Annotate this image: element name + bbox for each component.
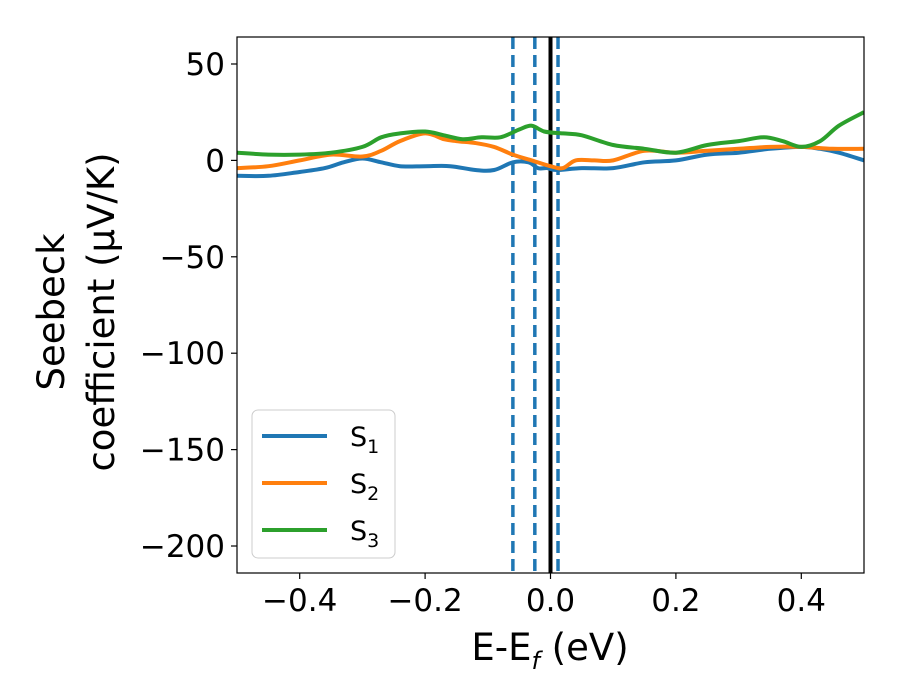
y-axis-label-line2: coefficient (μV/K) xyxy=(80,152,123,471)
y-axis: 50 0 −50 −100 −150 −200 xyxy=(140,47,237,565)
x-axis: −0.4 −0.2 0.0 0.2 0.4 xyxy=(262,573,826,619)
x-tick-label: 0.2 xyxy=(651,583,700,619)
legend-label-s3: S3 xyxy=(350,516,379,552)
series-line-s2 xyxy=(237,131,864,171)
reference-lines xyxy=(511,37,560,573)
x-tick-label: 0.0 xyxy=(526,583,575,619)
legend-label-s2: S2 xyxy=(350,469,379,505)
series-line-s3 xyxy=(237,110,864,157)
x-tick-label: 0.4 xyxy=(777,583,826,619)
y-tick-label: 50 xyxy=(186,47,225,83)
y-tick-label: 0 xyxy=(205,143,225,179)
x-tick-label: −0.4 xyxy=(262,583,337,619)
legend-label-s1: S1 xyxy=(350,422,379,458)
x-tick-label: −0.2 xyxy=(387,583,462,619)
y-axis-label-line1: Seebeck xyxy=(30,233,73,391)
y-tick-label: −50 xyxy=(160,240,225,276)
series-group xyxy=(237,110,864,179)
legend: S1 S2 S3 xyxy=(251,409,396,559)
x-axis-label: E-Ef (eV) xyxy=(471,626,628,675)
y-tick-label: −150 xyxy=(140,433,225,469)
y-tick-label: −100 xyxy=(140,336,225,372)
series-line-s1 xyxy=(237,144,864,179)
y-tick-label: −200 xyxy=(140,529,225,565)
